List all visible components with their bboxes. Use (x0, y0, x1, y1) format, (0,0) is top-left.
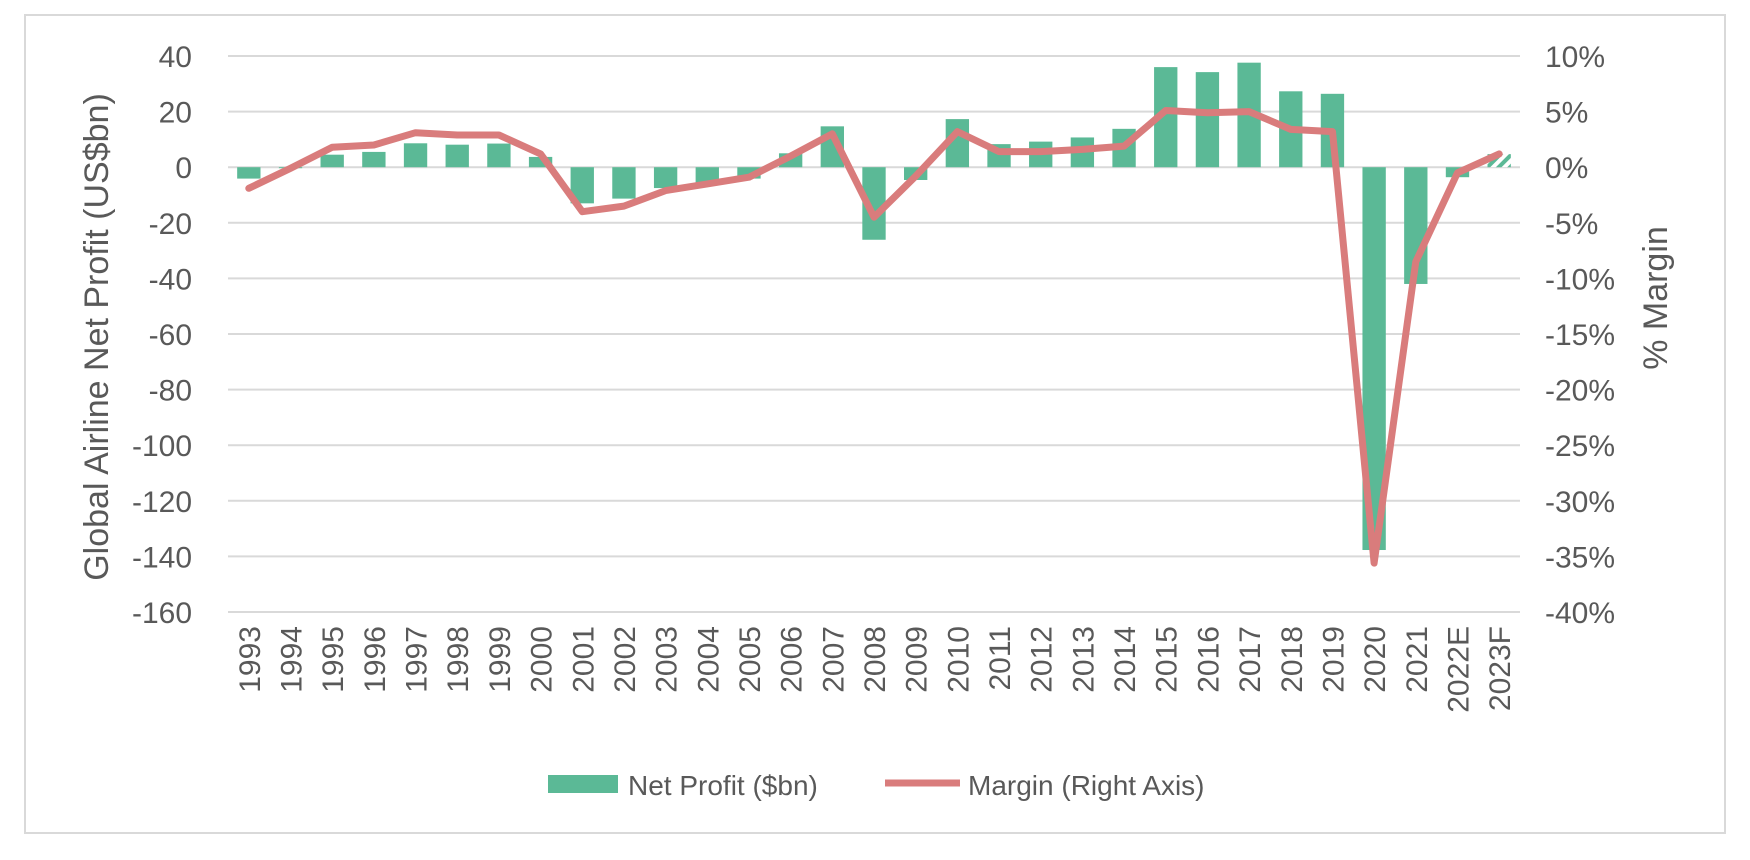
left-axis-tick-label: -40 (149, 263, 192, 296)
right-axis-tick-label: -10% (1545, 263, 1615, 296)
left-axis-title: Global Airline Net Profit (US$bn) (78, 93, 116, 581)
bar-2008 (862, 167, 886, 240)
bar-1996 (362, 151, 386, 168)
chart-frame (24, 14, 1726, 834)
x-tick-label: 1996 (359, 626, 392, 693)
x-tick-label: 2005 (734, 626, 767, 693)
right-axis-tick-label: 5% (1545, 97, 1588, 130)
x-tick-label: 2015 (1151, 626, 1184, 693)
x-axis-ticks: 1993 1994 1995 1996 1997 1998 1999 2000 2001 2002… (234, 626, 1517, 713)
bar-2000 (528, 156, 553, 168)
left-axis-tick-label: 40 (159, 41, 192, 74)
left-axis-tick-label: -20 (149, 208, 192, 241)
x-tick-label: 2014 (1109, 626, 1142, 693)
bar-1993 (237, 167, 261, 179)
bar-2020 (1362, 167, 1386, 551)
left-axis-tick-label: -160 (132, 597, 192, 630)
left-axis-tick-label: -80 (149, 375, 192, 408)
x-tick-label: 2023F (1484, 626, 1517, 711)
x-tick-label: 2017 (1234, 626, 1267, 693)
x-tick-label: 1993 (234, 626, 267, 693)
left-axis-tick-label: -140 (132, 541, 192, 574)
x-tick-label: 1997 (401, 626, 434, 693)
x-tick-label: 2006 (776, 626, 809, 693)
bar-2016 (1195, 72, 1220, 168)
bar-1997 (403, 143, 428, 168)
x-tick-label: 2021 (1401, 626, 1434, 693)
bar-2002 (612, 167, 636, 199)
x-tick-label: 1994 (276, 626, 309, 693)
x-tick-label: 1995 (317, 626, 350, 693)
x-tick-label: 2019 (1318, 626, 1351, 693)
left-axis-tick-label: 20 (159, 97, 192, 130)
right-axis-title: % Margin (1637, 226, 1675, 370)
x-tick-label: 2012 (1026, 626, 1059, 693)
x-tick-label: 2011 (984, 626, 1017, 691)
legend: Net Profit ($bn) Margin (Right Axis) (548, 770, 1205, 801)
x-tick-label: 2022E (1443, 626, 1476, 713)
right-axis-tick-label: -25% (1545, 430, 1615, 463)
x-tick-label: 2001 (567, 626, 600, 693)
x-tick-label: 2007 (817, 626, 850, 693)
x-tick-label: 2008 (859, 626, 892, 693)
legend-label-net-profit: Net Profit ($bn) (628, 770, 818, 801)
bar-1995 (320, 154, 344, 168)
right-axis-tick-label: -5% (1545, 208, 1598, 241)
x-tick-label: 2013 (1067, 626, 1100, 693)
left-axis-tick-label: -60 (149, 319, 192, 352)
x-tick-label: 1999 (484, 626, 517, 693)
x-tick-label: 1998 (442, 626, 475, 693)
x-tick-label: 2016 (1192, 626, 1225, 693)
legend-swatch-net-profit (548, 775, 618, 793)
bar-2001 (570, 167, 594, 204)
margin-line-group (245, 107, 1503, 567)
right-axis-tick-label: -40% (1545, 597, 1615, 630)
x-tick-label: 2018 (1276, 626, 1309, 693)
bar-2003 (653, 167, 678, 189)
x-tick-label: 2010 (942, 626, 975, 693)
bar-2004 (695, 167, 719, 183)
right-axis-tick-label: -35% (1545, 541, 1615, 574)
legend-label-margin: Margin (Right Axis) (968, 770, 1205, 801)
gridlines (228, 55, 1520, 613)
bar-2015 (1154, 67, 1178, 168)
net-profit-bars (237, 62, 1511, 551)
x-tick-label: 2020 (1359, 626, 1392, 693)
bar-2005 (737, 167, 761, 179)
x-tick-label: 2004 (692, 626, 725, 693)
right-axis-tick-label: 0% (1545, 152, 1588, 185)
right-axis-tick-label: -20% (1545, 375, 1615, 408)
right-axis-ticks: 10% 5% 0% -5% -10% -15% -20% -25% -30% -35% -40% (1545, 41, 1615, 630)
x-tick-label: 2003 (651, 626, 684, 693)
bar-1998 (445, 144, 469, 168)
x-tick-label: 2000 (526, 626, 559, 693)
left-axis-tick-label: 0 (175, 152, 192, 185)
right-axis-tick-label: -15% (1545, 319, 1615, 352)
x-tick-label: 2002 (609, 626, 642, 693)
left-axis-tick-label: -100 (132, 430, 192, 463)
left-axis-tick-label: -120 (132, 486, 192, 519)
bar-1999 (487, 143, 511, 168)
x-tick-label: 2009 (901, 626, 934, 693)
left-axis-ticks: 40 20 0 -20 -40 -60 -80 -100 -120 -140 -160 (132, 41, 192, 630)
right-axis-tick-label: 10% (1545, 41, 1605, 74)
right-axis-tick-label: -30% (1545, 486, 1615, 519)
